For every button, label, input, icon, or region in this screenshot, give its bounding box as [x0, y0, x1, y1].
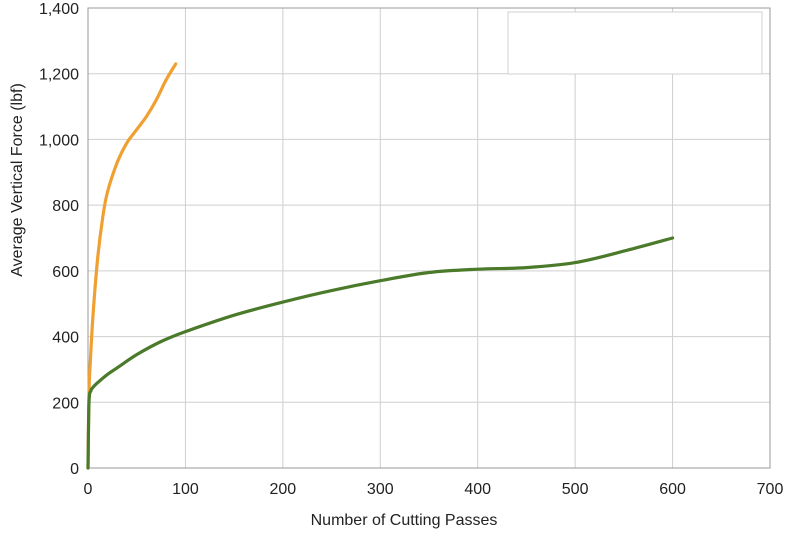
series-layer	[86, 62, 675, 470]
y-tick-label: 800	[52, 198, 79, 215]
y-tick-label: 200	[52, 395, 79, 412]
y-tick-label: 600	[52, 264, 79, 281]
y-tick-label: 1,400	[39, 1, 79, 18]
series-line-2	[86, 236, 675, 470]
y-tick-label: 1,200	[39, 67, 79, 84]
x-axis-title: Number of Cutting Passes	[311, 512, 498, 529]
y-tick-label: 1,000	[39, 132, 79, 149]
y-tick-label: 400	[52, 330, 79, 347]
grid	[87, 7, 771, 469]
x-tick-label: 300	[367, 481, 394, 498]
y-tick-label: 0	[70, 461, 79, 478]
x-tick-label: 700	[757, 481, 784, 498]
x-axis-ticks: 0 100 200 300 400 500 600 700	[84, 481, 784, 498]
x-tick-label: 0	[84, 481, 93, 498]
x-tick-label: 500	[562, 481, 589, 498]
legend-box	[507, 11, 763, 75]
x-tick-label: 200	[270, 481, 297, 498]
y-axis-ticks: 0 200 400 600 800 1,000 1,200 1,400	[39, 1, 79, 478]
x-tick-label: 100	[172, 481, 199, 498]
plot-area	[87, 7, 771, 469]
x-tick-label: 600	[659, 481, 686, 498]
y-axis-title: Average Vertical Force (lbf)	[9, 83, 26, 277]
series-line-1	[86, 62, 178, 470]
x-tick-label: 400	[464, 481, 491, 498]
